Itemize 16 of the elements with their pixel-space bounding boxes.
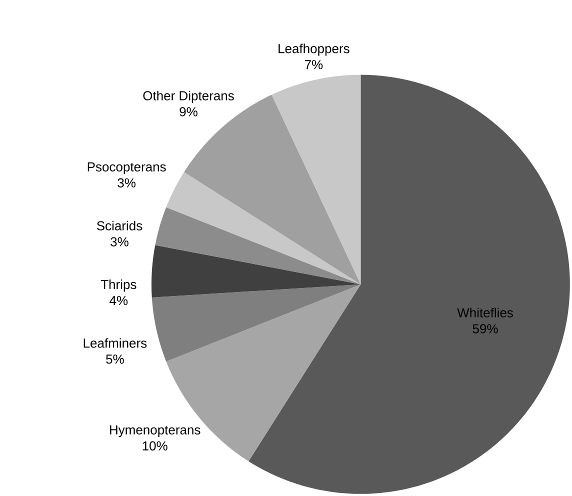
data-label: 3% [110,237,128,246]
data-label: 10% [142,441,168,450]
slice-label: Whiteflies [457,308,513,318]
data-label: 59% [472,324,498,334]
slice-label: Thrips [100,280,136,292]
data-label: 5% [106,354,124,364]
slice-label: Hymenopterans [110,425,200,438]
data-label: 7% [304,60,323,70]
data-label: 3% [118,178,136,188]
slice-label: Leafhoppers [278,44,350,56]
slice-label: Other Dipterans [143,90,234,103]
data-label: 4% [110,296,128,306]
slice-label: Psocopterans [88,162,166,174]
slice-label: Sciarids [96,220,142,230]
data-label: 9% [180,107,198,116]
slice-label: Leafminers [84,338,147,348]
